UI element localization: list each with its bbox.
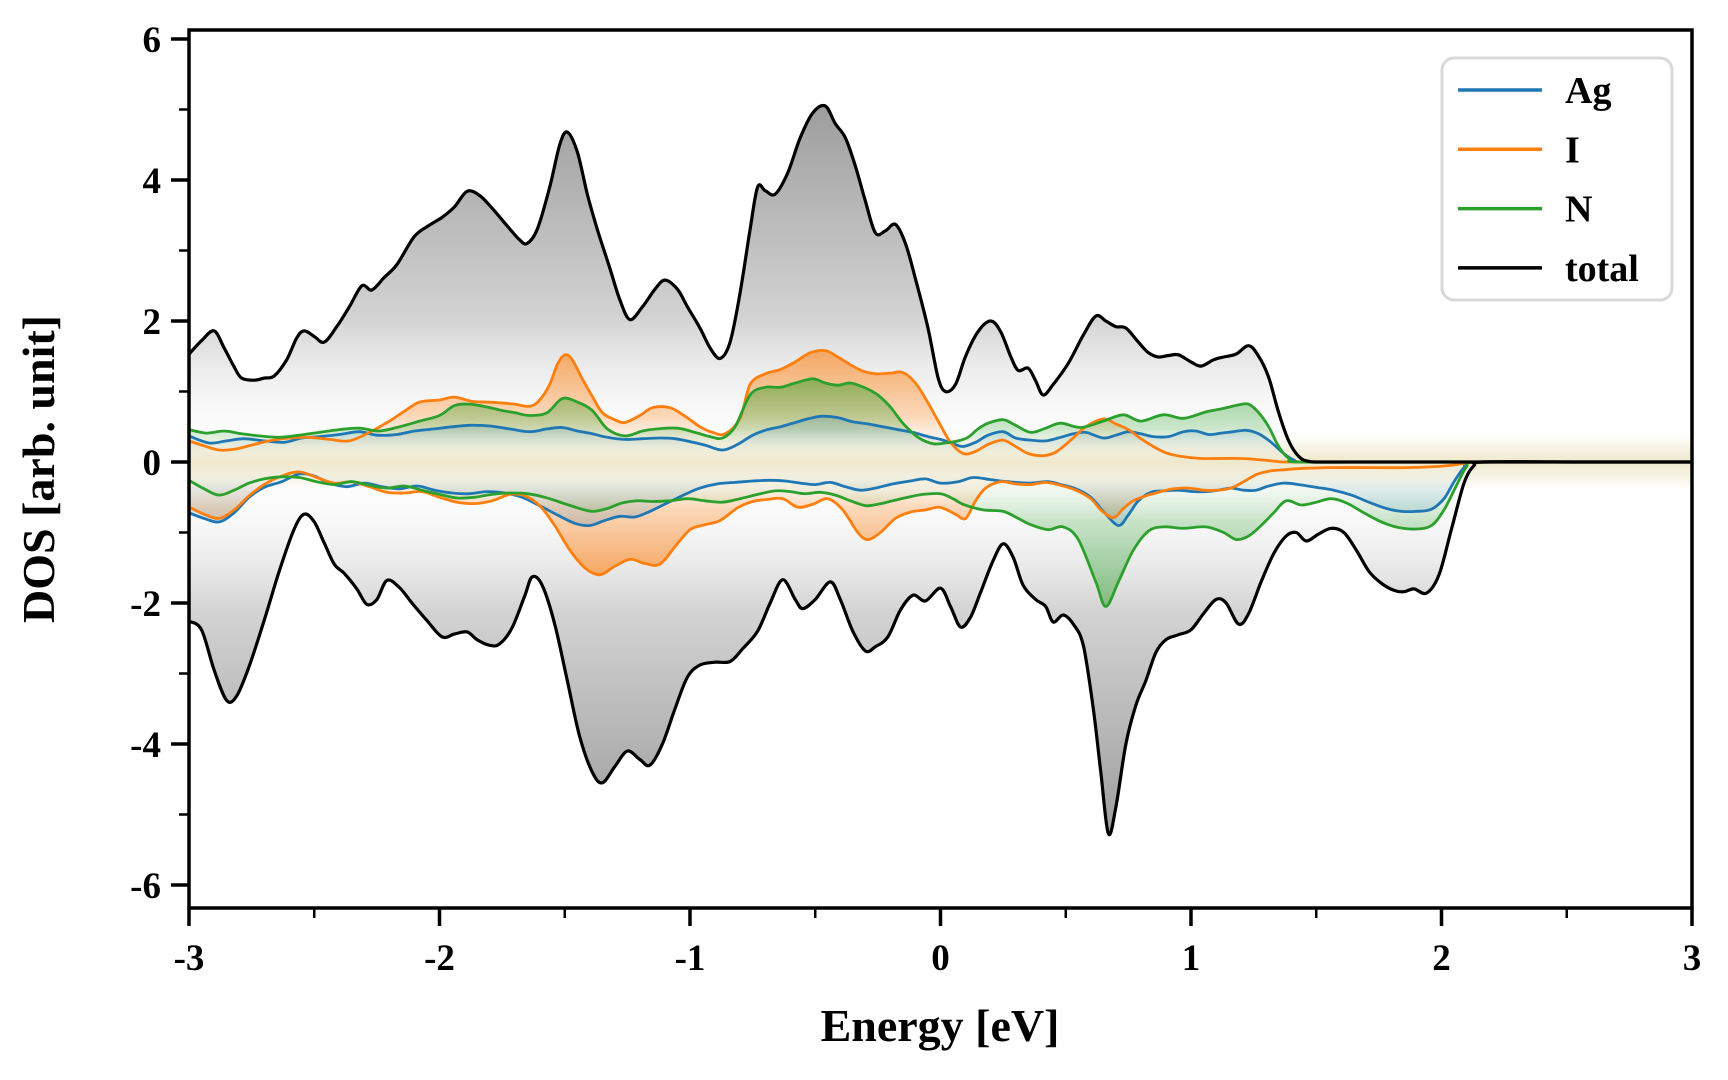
legend-label-I: I	[1565, 129, 1580, 171]
legend-label-N: N	[1565, 189, 1592, 231]
series-total-down-line	[189, 460, 1692, 837]
legend-label-Ag: Ag	[1565, 70, 1611, 112]
legend-item-Ag: Ag	[1458, 70, 1611, 112]
series-total-down-fill	[189, 461, 1692, 835]
legend-item-N: N	[1458, 189, 1592, 231]
y-tick-label: 2	[143, 302, 162, 343]
legend-label-total: total	[1565, 248, 1639, 290]
x-tick-label: 0	[931, 938, 950, 979]
series-lines	[189, 103, 1692, 837]
y-tick-label: -2	[130, 584, 161, 625]
legend-item-I: I	[1458, 129, 1580, 171]
y-tick-label: 6	[143, 20, 162, 61]
x-tick-label: -1	[675, 938, 706, 979]
x-tick-label: -2	[424, 938, 455, 979]
plot-area	[189, 103, 1692, 837]
x-axis-label: Energy [eV]	[821, 1000, 1060, 1051]
x-tick-label: 3	[1683, 938, 1702, 979]
series-Ag-up-line	[189, 414, 1692, 464]
series-N-up-line	[189, 377, 1692, 464]
series-I-up-line	[189, 348, 1692, 464]
y-tick-label: 4	[143, 161, 162, 202]
axes: -3 -2 -1 0 1 2 3 -6 -4 -2 0 2 4 6	[130, 20, 1701, 979]
x-tick-label: 2	[1432, 938, 1451, 979]
legend-item-total: total	[1458, 248, 1639, 290]
y-tick-label: -4	[130, 725, 161, 766]
legend-box	[1440, 56, 1674, 302]
x-tick-label: 1	[1182, 938, 1201, 979]
series-total-up-line	[189, 103, 1692, 464]
y-tick-label: -6	[130, 866, 161, 907]
y-tick-label: 0	[143, 443, 162, 484]
y-axis-label: DOS [arb. unit]	[13, 315, 64, 623]
x-tick-label: -3	[174, 938, 205, 979]
series-N-down-line	[189, 460, 1692, 608]
series-Ag-down-line	[189, 460, 1692, 527]
